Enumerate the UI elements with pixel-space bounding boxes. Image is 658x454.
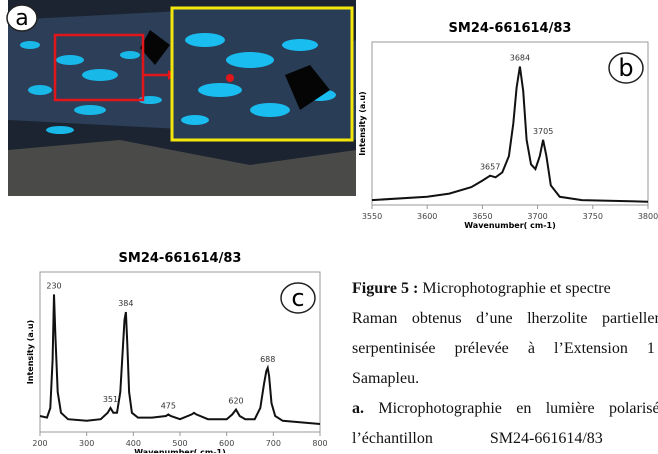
micrograph: a [6, 0, 356, 196]
x-tick-label: 500 [172, 439, 187, 448]
caption-text: Microphotographie en lumière polarisé d [364, 400, 658, 417]
x-tick-label: 3650 [472, 212, 492, 221]
x-tick-label: 3700 [527, 212, 547, 221]
peak-label: 688 [260, 355, 275, 364]
panel-label: a [15, 6, 28, 31]
caption-text: l’échantillon SM24-661614/83 ave [352, 430, 658, 447]
peak-label: 384 [118, 299, 133, 308]
peak-label: 475 [161, 401, 176, 410]
caption-line: Figure 5 : Microphotographie et spectre [352, 274, 658, 304]
panel-label: c [291, 284, 304, 312]
caption-line: Samapleu. [352, 364, 658, 394]
x-tick-label: 3750 [583, 212, 603, 221]
peak-label: 230 [46, 281, 61, 290]
caption-text: Microphotographie et spectre [418, 280, 611, 297]
plot-frame [39, 271, 321, 433]
x-tick-label: 800 [312, 439, 327, 448]
x-tick-label: 700 [266, 439, 281, 448]
chart-title: SM24-661614/83 [119, 251, 242, 266]
caption-text: serpentinisée prélevée à l’Extension 1 d [352, 340, 658, 357]
spectrum-b: SM24-661614/83 3550 3600 3650 3700 3750 3800 Wa… [358, 21, 658, 230]
x-tick-label: 300 [79, 439, 94, 448]
x-axis-label: Wavenumber( cm-1) [464, 221, 555, 230]
caption-bold: a. [352, 400, 364, 417]
peak-label: 620 [228, 397, 243, 406]
x-tick-label: 200 [32, 439, 47, 448]
plot-frame [371, 41, 649, 206]
x-tick-label: 3600 [417, 212, 437, 221]
peak-label: 351 [103, 395, 118, 404]
peak-label: 3684 [510, 53, 530, 62]
x-tick-label: 3800 [638, 212, 658, 221]
caption-text: Raman obtenus d’une lherzolite partielle… [352, 310, 658, 327]
caption-line: l’échantillon SM24-661614/83 ave [352, 424, 658, 454]
caption: Figure 5 : Microphotographie et spectre R… [352, 274, 658, 454]
peak-label: 3657 [480, 163, 500, 172]
x-tick-label: 400 [126, 439, 141, 448]
spectrum-line [39, 294, 321, 425]
caption-bold: Figure 5 : [352, 280, 419, 297]
y-axis-label: Intensity (a.u) [358, 91, 367, 155]
chart-title: SM24-661614/83 [449, 21, 572, 36]
x-axis-label: Wavenumber( cm-1) [134, 448, 225, 453]
x-tick-label: 600 [219, 439, 234, 448]
y-axis-label: Intensity (a.u) [26, 320, 35, 384]
caption-line: Raman obtenus d’une lherzolite partielle… [352, 304, 658, 334]
caption-line: serpentinisée prélevée à l’Extension 1 d [352, 334, 658, 364]
panel-circle [280, 282, 316, 314]
spectrum-line [371, 66, 649, 203]
x-tick-label: 3550 [362, 212, 382, 221]
panel-circle [608, 52, 644, 84]
panel-label: b [618, 54, 633, 82]
spectrum-c: SM24-661614/83 200 300 400 500 600 700 800 Waven… [26, 251, 328, 453]
caption-line: a. Microphotographie en lumière polarisé… [352, 394, 658, 424]
caption-text: Samapleu. [352, 370, 420, 387]
peak-label: 3705 [533, 127, 553, 136]
